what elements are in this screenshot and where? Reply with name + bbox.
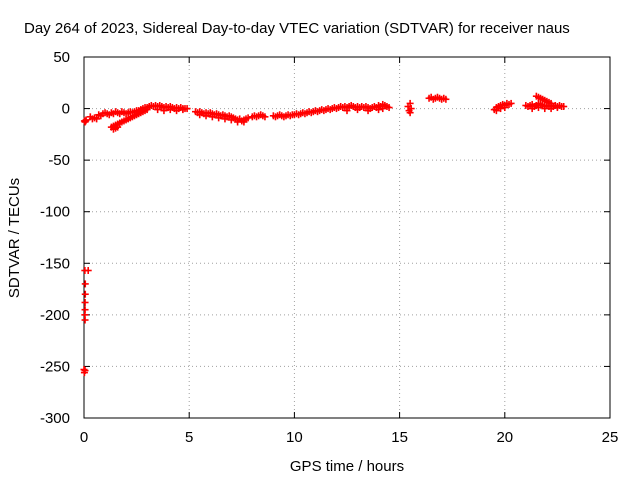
y-tick-label: 0 [62,101,70,118]
data-point [501,104,509,112]
data-point [82,116,90,124]
data-point [166,106,174,114]
data-point [173,107,181,115]
data-point [553,104,561,112]
data-point [227,116,235,124]
data-point [179,106,187,114]
data-point [160,107,168,115]
data-point [81,290,89,298]
y-tick-label: -300 [40,410,70,427]
x-tick-label: 15 [391,429,408,446]
y-tick-label: 50 [53,49,70,66]
x-axis-label: GPS time / hours [290,458,404,475]
y-tick-label: -150 [40,255,70,272]
data-point [497,105,505,113]
data-point [547,99,555,107]
data-points [80,92,568,377]
data-point [202,112,210,120]
data-point [240,118,248,126]
data-point [406,109,414,117]
plot-frame [83,56,611,419]
data-point [534,104,542,112]
x-tick-label: 25 [602,429,619,446]
data-point [81,316,89,324]
data-point [221,115,229,123]
data-point [93,115,101,123]
data-point [528,105,536,113]
x-tick-labels: 0 5 10 15 20 25 [80,429,619,446]
axis-ticks [83,56,611,419]
data-point [354,106,362,114]
data-point [442,95,450,103]
data-point [244,114,252,122]
data-point [406,99,414,107]
data-point [541,105,549,113]
data-point [84,267,92,275]
data-point [507,99,515,107]
y-axis-label: SDTVAR / TECUs [6,178,23,298]
data-point [343,107,351,115]
x-tick-label: 20 [496,429,513,446]
data-point [234,118,242,126]
y-tick-label: -250 [40,358,70,375]
data-point [261,113,269,121]
chart-title: Day 264 of 2023, Sidereal Day-to-day VTE… [24,20,570,37]
data-point [560,103,568,111]
data-point [208,113,216,121]
data-point [407,105,415,113]
data-point [81,298,89,306]
data-point [183,105,191,113]
data-point [364,107,372,115]
y-tick-labels: 50 0 -50 -100 -150 -200 -250 -300 [40,49,70,427]
data-point [379,105,387,113]
y-tick-label: -50 [48,152,70,169]
data-point [385,104,393,112]
data-point [215,114,223,122]
y-tick-label: -100 [40,204,70,221]
y-tick-label: -200 [40,307,70,324]
x-tick-label: 10 [286,429,303,446]
data-point [154,106,162,114]
data-point [81,367,89,375]
data-point [196,111,204,119]
data-point [81,280,89,288]
data-point [114,123,122,131]
grid-y [84,108,610,367]
data-point [143,106,151,114]
data-point [492,107,500,115]
data-point [375,106,383,114]
x-tick-label: 5 [185,429,193,446]
x-tick-label: 0 [80,429,88,446]
